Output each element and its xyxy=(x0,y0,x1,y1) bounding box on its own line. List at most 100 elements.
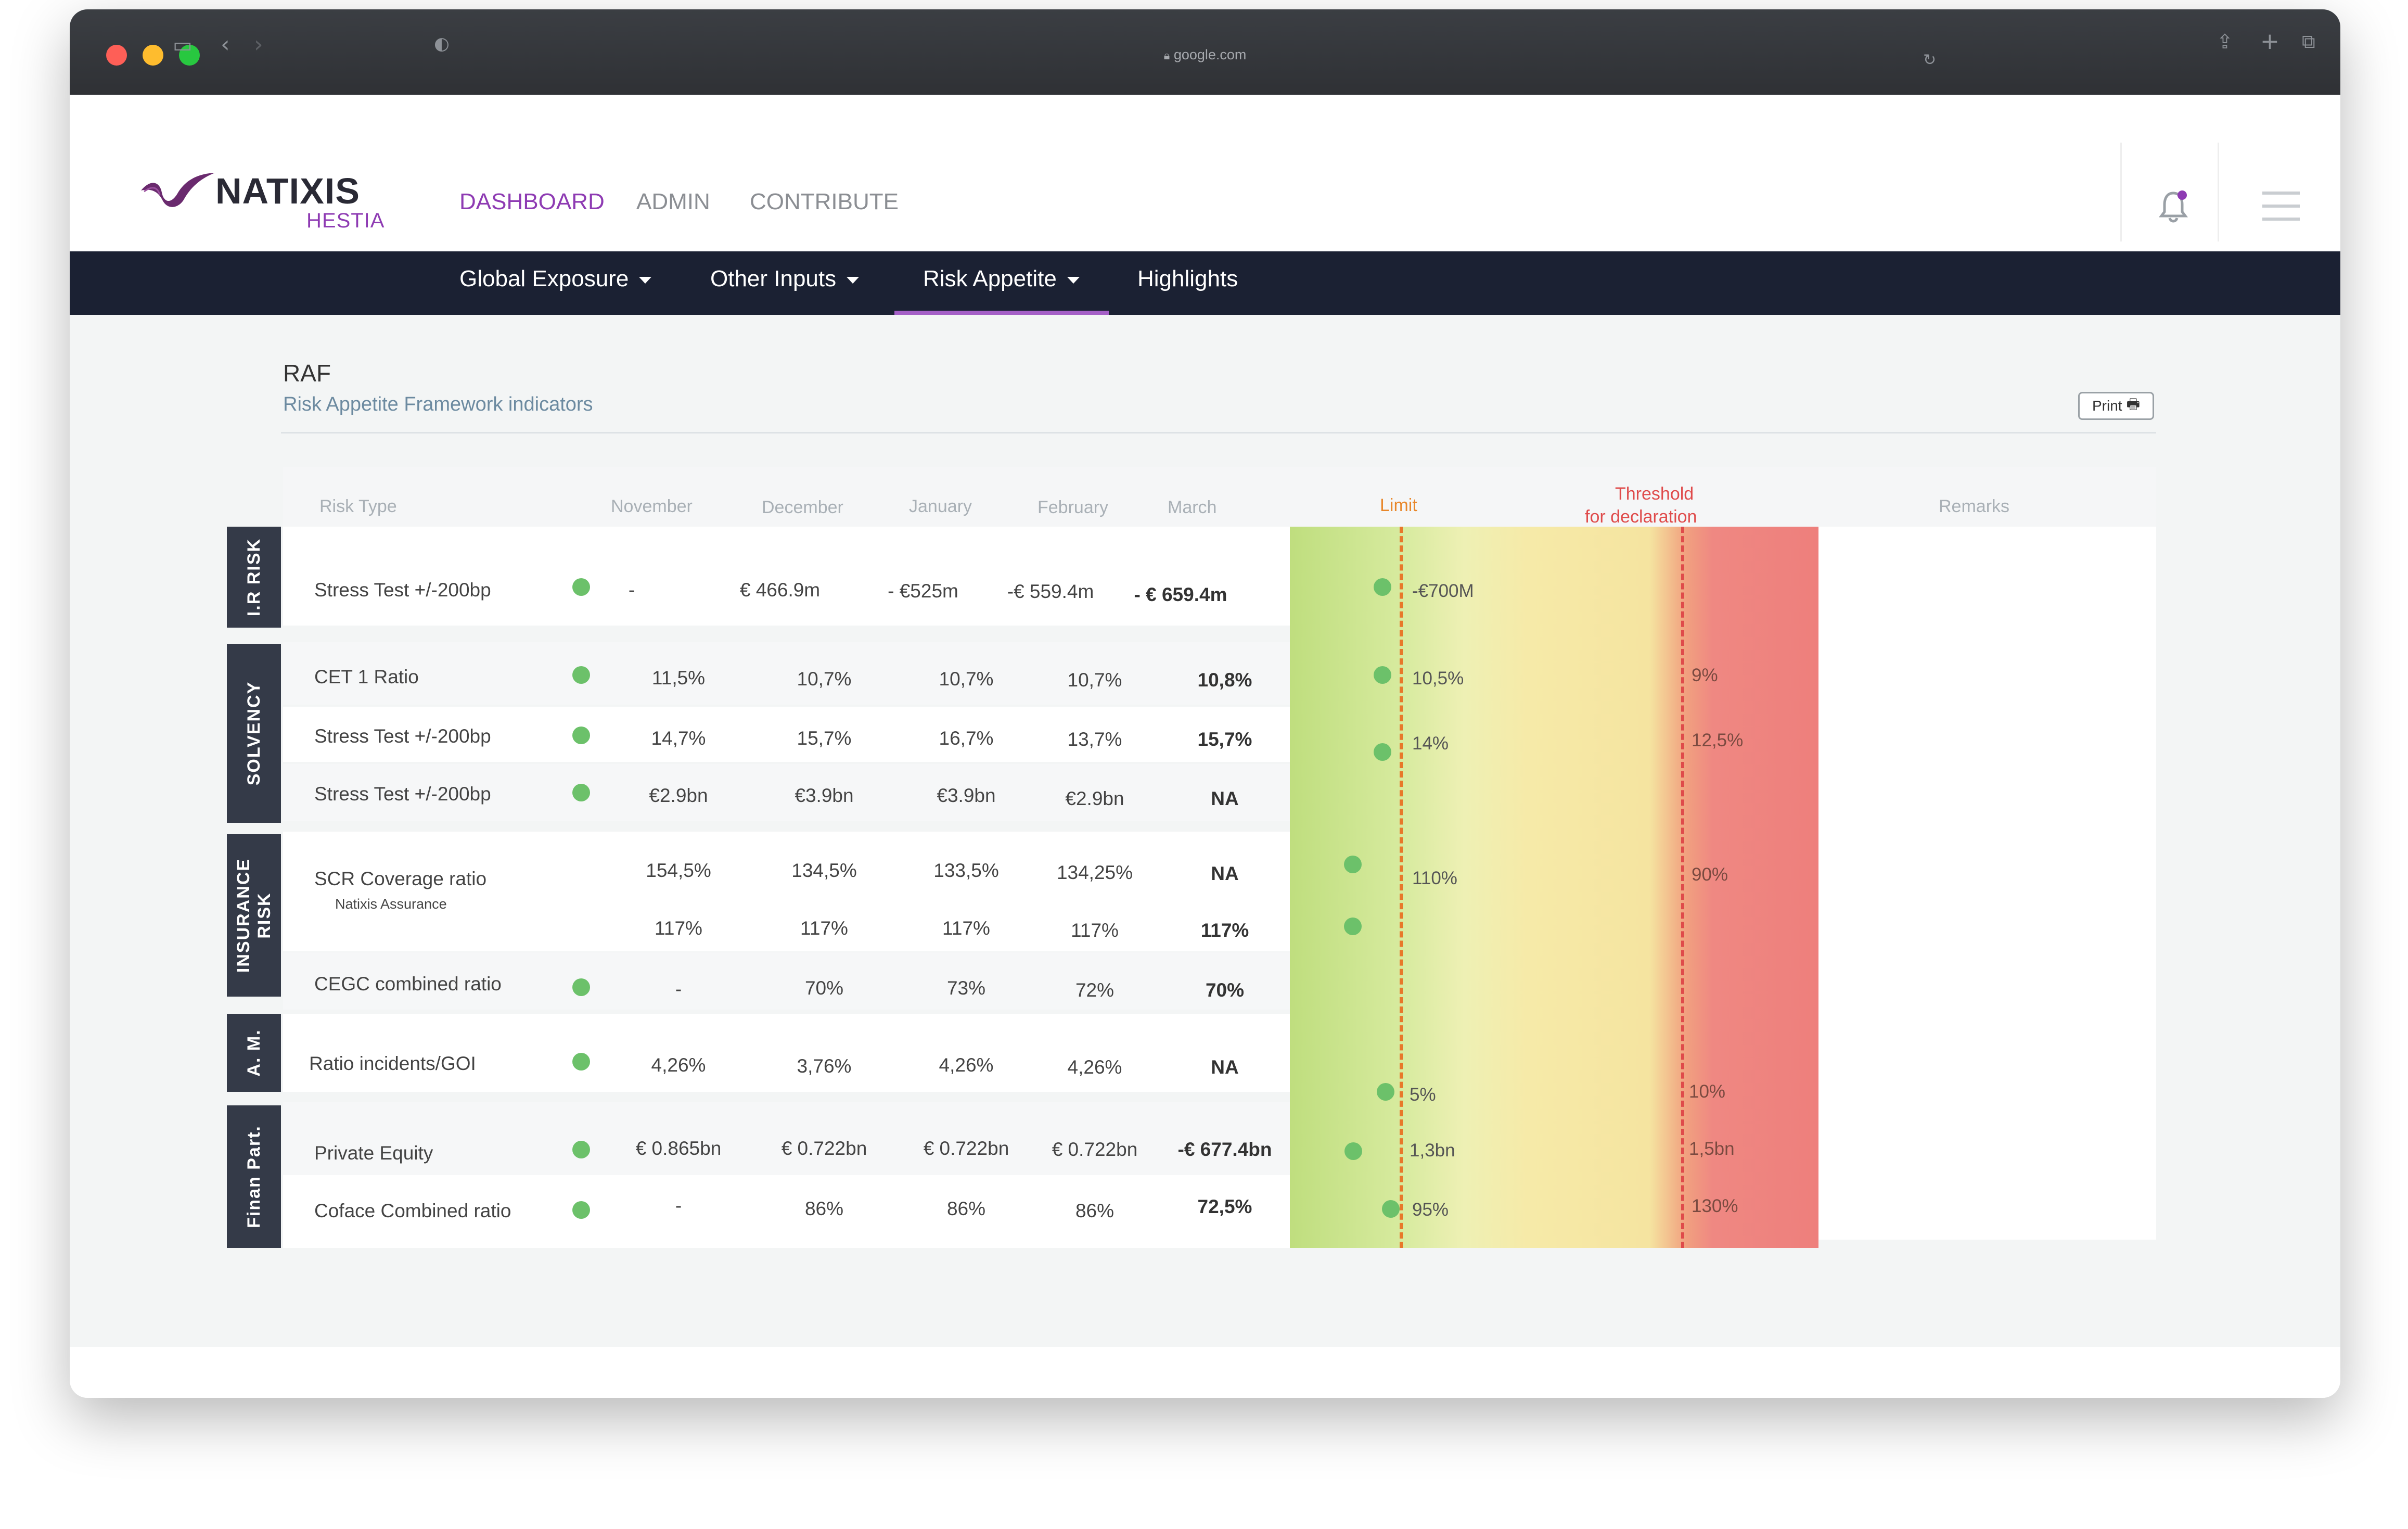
value-cell: - xyxy=(675,978,682,1000)
value-cell: 134,25% xyxy=(1056,862,1133,883)
risk-name: Stress Test +/-200bp xyxy=(314,725,491,747)
value-cell: 117% xyxy=(655,918,702,939)
status-dot xyxy=(572,727,590,744)
value-cell: € 0.722bn xyxy=(1052,1139,1138,1160)
tab-highlights[interactable]: Highlights xyxy=(1137,266,1238,292)
address-bar[interactable]: 🔒︎ google.com xyxy=(1163,47,1247,62)
value-cell: - xyxy=(675,1195,682,1216)
value-cell: 154,5% xyxy=(646,860,711,881)
caret-down-icon xyxy=(639,276,652,284)
limit-value: 14% xyxy=(1412,733,1449,754)
privacy-shield-icon[interactable]: ◐ xyxy=(434,33,450,54)
threshold-value: 10% xyxy=(1689,1081,1726,1102)
value-cell: - €525m xyxy=(888,580,958,602)
table-row xyxy=(283,1175,1292,1248)
new-tab-icon[interactable]: + xyxy=(2260,28,2279,55)
limit-value: 10,5% xyxy=(1412,668,1464,689)
maximize-window-button[interactable] xyxy=(179,45,200,66)
header-month: March xyxy=(1168,498,1217,517)
status-dot xyxy=(572,666,590,684)
group-label-text: I.R RISK xyxy=(244,538,264,617)
value-cell: NA xyxy=(1211,1056,1239,1078)
forward-icon[interactable]: › xyxy=(254,31,263,58)
header-risk-type: Risk Type xyxy=(319,496,397,516)
value-cell: 72,5% xyxy=(1197,1196,1252,1217)
value-cell: 10,7% xyxy=(797,668,852,690)
minimize-window-button[interactable] xyxy=(143,45,163,66)
value-cell: - € 659.4m xyxy=(1134,584,1227,605)
tab-label: Highlights xyxy=(1137,266,1238,291)
url-text: google.com xyxy=(1173,47,1247,62)
status-dot xyxy=(572,784,590,801)
tab-global-exposure[interactable]: Global Exposure xyxy=(459,266,652,292)
value-cell: 86% xyxy=(804,1198,844,1219)
share-icon[interactable]: ⇪ xyxy=(2217,30,2233,53)
value-cell: 10,8% xyxy=(1197,669,1252,691)
caret-down-icon xyxy=(847,276,860,284)
group-label-ir-risk: I.R RISK xyxy=(227,527,281,628)
value-cell: 117% xyxy=(1200,920,1249,941)
value-cell: 70% xyxy=(804,977,844,999)
group-label-text: SOLVENCY xyxy=(244,681,264,786)
back-icon[interactable]: ‹ xyxy=(221,31,230,58)
tab-overview-icon[interactable]: ⧉ xyxy=(2302,31,2315,53)
gauge-marker xyxy=(1344,856,1362,873)
active-tab-indicator xyxy=(894,311,1109,315)
print-label: Print xyxy=(2092,398,2122,414)
threshold-value: 1,5bn xyxy=(1689,1139,1735,1159)
remarks-column xyxy=(1818,527,2156,1240)
value-cell: € 0.865bn xyxy=(635,1138,722,1159)
value-cell: € 0.722bn xyxy=(923,1138,1009,1159)
table-row xyxy=(283,832,1292,951)
value-cell: 15,7% xyxy=(1197,729,1252,750)
value-cell: €3.9bn xyxy=(795,785,854,806)
risk-subname: Natixis Assurance xyxy=(335,896,447,912)
bell-icon[interactable] xyxy=(2158,190,2188,223)
group-label-insurance-risk: INSURANCE RISK xyxy=(227,834,281,997)
reload-icon[interactable]: ↻ xyxy=(1923,51,1937,69)
value-cell: -€ 677.4bn xyxy=(1177,1139,1272,1160)
value-cell: €2.9bn xyxy=(1065,788,1124,809)
value-cell: -€ 559.4m xyxy=(1007,581,1094,602)
value-cell: NA xyxy=(1211,788,1239,809)
natixis-logo-icon[interactable] xyxy=(139,170,217,211)
app-header: NATIXIS HESTIA DASHBOARD ADMIN CONTRIBUT… xyxy=(70,95,2340,251)
tab-label: Other Inputs xyxy=(710,266,837,291)
value-cell: 70% xyxy=(1205,979,1245,1001)
brand-name: NATIXIS xyxy=(215,171,360,211)
nav-dashboard[interactable]: DASHBOARD xyxy=(459,189,605,214)
caret-down-icon xyxy=(1067,276,1080,284)
value-cell: 86% xyxy=(1075,1200,1115,1221)
header-threshold: Threshold xyxy=(1615,484,1694,504)
header-remarks: Remarks xyxy=(1939,496,2010,516)
value-cell: €2.9bn xyxy=(649,785,708,806)
gauge-marker xyxy=(1374,666,1391,684)
limit-value: -€700M xyxy=(1412,581,1474,601)
value-cell: 11,5% xyxy=(651,667,706,689)
status-dot xyxy=(572,578,590,596)
tab-risk-appetite[interactable]: Risk Appetite xyxy=(923,266,1080,292)
page-title: RAF xyxy=(283,360,331,387)
print-button[interactable]: Print 🖶︎ xyxy=(2078,392,2154,420)
value-cell: €3.9bn xyxy=(937,785,996,806)
group-label-line: INSURANCE xyxy=(234,858,253,973)
value-cell: 4,26% xyxy=(1067,1056,1122,1078)
value-cell: 13,7% xyxy=(1067,729,1122,750)
value-cell: 73% xyxy=(946,977,986,999)
group-label-text: A. M. xyxy=(244,1029,264,1077)
gauge-marker xyxy=(1374,743,1391,761)
status-dot xyxy=(572,978,590,996)
risk-name: SCR Coverage ratio xyxy=(314,868,487,889)
value-cell: 86% xyxy=(946,1198,986,1219)
table-row xyxy=(283,764,1292,821)
limit-value: 95% xyxy=(1412,1200,1449,1220)
header-month: January xyxy=(909,496,972,516)
nav-contribute[interactable]: CONTRIBUTE xyxy=(750,189,899,214)
hamburger-menu-icon[interactable] xyxy=(2262,192,2300,221)
tab-other-inputs[interactable]: Other Inputs xyxy=(710,266,860,292)
sidebar-toggle-icon[interactable]: ▭ xyxy=(173,33,193,57)
close-window-button[interactable] xyxy=(106,45,127,66)
threshold-value: 90% xyxy=(1692,864,1728,885)
gauge-marker xyxy=(1344,1142,1362,1160)
nav-admin[interactable]: ADMIN xyxy=(636,189,710,214)
